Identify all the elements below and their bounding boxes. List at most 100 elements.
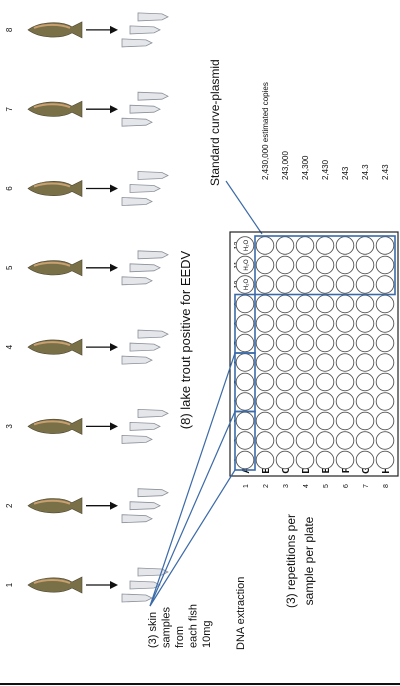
- water-label: H₂O: [244, 279, 250, 291]
- row-number: 4: [303, 484, 310, 488]
- arrow-head: [110, 343, 118, 352]
- tube: [121, 276, 153, 286]
- well: [255, 450, 275, 470]
- tube: [121, 355, 153, 365]
- skin-samples-line: 10mg: [201, 620, 213, 648]
- well: [295, 411, 315, 431]
- well: [235, 236, 255, 255]
- well: [295, 294, 315, 314]
- repetitions-line: sample per plate: [302, 516, 316, 605]
- well: [255, 372, 275, 392]
- well: [335, 411, 355, 431]
- well: [275, 294, 295, 314]
- well: [295, 372, 315, 392]
- concentration: 2.43: [381, 164, 390, 180]
- row-number: 1: [243, 484, 250, 488]
- row-number: 6: [343, 484, 350, 488]
- well: [335, 392, 355, 411]
- fish: [27, 417, 83, 435]
- well: [255, 411, 275, 431]
- concentration: 24,300: [301, 155, 310, 180]
- sample-box: [234, 293, 256, 354]
- well: [315, 236, 335, 255]
- standard-curve-pointer: [225, 180, 263, 235]
- well: [315, 431, 335, 450]
- well: [335, 294, 355, 314]
- well: [295, 353, 315, 372]
- well: [375, 372, 395, 392]
- tube: [129, 263, 161, 273]
- fish-belly: [33, 499, 71, 505]
- well: [335, 236, 355, 255]
- well: [255, 353, 275, 372]
- tube: [137, 171, 169, 180]
- well: [255, 333, 275, 353]
- skin-samples-line: from: [174, 626, 186, 648]
- standard-box: [254, 235, 396, 296]
- well: [335, 431, 355, 450]
- well: [355, 333, 375, 353]
- well: [275, 392, 295, 411]
- tube: [121, 117, 153, 127]
- sample-link: [149, 469, 236, 607]
- water-label: H₂O: [244, 240, 250, 252]
- well: [275, 333, 295, 353]
- sample-link: [149, 352, 236, 607]
- water-label: H₂O: [244, 259, 250, 271]
- well: [235, 372, 255, 392]
- well: [315, 411, 335, 431]
- well: [235, 450, 255, 470]
- fish-belly: [33, 182, 71, 188]
- fish: [27, 21, 83, 39]
- well: [355, 411, 375, 431]
- well: [275, 275, 295, 294]
- arrow-head: [110, 581, 118, 589]
- well: [375, 294, 395, 314]
- well: [255, 314, 275, 333]
- well: [315, 314, 335, 333]
- fish-belly: [33, 579, 71, 584]
- well: [335, 333, 355, 353]
- plate-outline: [229, 231, 399, 477]
- fish-label: 4: [5, 344, 14, 349]
- arrow-head: [110, 184, 118, 193]
- well: [295, 431, 315, 450]
- fish-belly: [33, 103, 71, 109]
- tube: [121, 434, 153, 444]
- well: [335, 255, 355, 275]
- well: [235, 431, 255, 450]
- well: [315, 255, 335, 275]
- tube: [129, 342, 161, 352]
- fish: [27, 100, 83, 118]
- well: [275, 372, 295, 392]
- rotated-content: (8) lake trout positive for EEDV DNA ext…: [5, 12, 399, 650]
- tube: [121, 197, 153, 206]
- well: [275, 353, 295, 372]
- well: [355, 392, 375, 411]
- well: [235, 353, 255, 372]
- fish-belly: [33, 23, 71, 29]
- well: [315, 450, 335, 470]
- well: [355, 353, 375, 372]
- well: [295, 236, 315, 255]
- sample-link: [149, 411, 236, 607]
- fish-label: 2: [5, 503, 14, 508]
- tube: [129, 501, 161, 511]
- tube: [137, 91, 169, 101]
- row-label: B: [261, 466, 272, 473]
- well: [255, 294, 275, 314]
- well: [255, 275, 275, 294]
- skin-samples-line: (3) skin: [147, 612, 159, 648]
- fish-belly: [33, 261, 71, 267]
- concentration: 243,000: [281, 151, 290, 180]
- well: [295, 450, 315, 470]
- well: [315, 294, 335, 314]
- fish-label: 3: [5, 424, 14, 429]
- tube: [129, 104, 161, 114]
- well: [255, 392, 275, 411]
- well: [375, 411, 395, 431]
- fish: [27, 259, 83, 277]
- well: [275, 431, 295, 450]
- well: [275, 236, 295, 255]
